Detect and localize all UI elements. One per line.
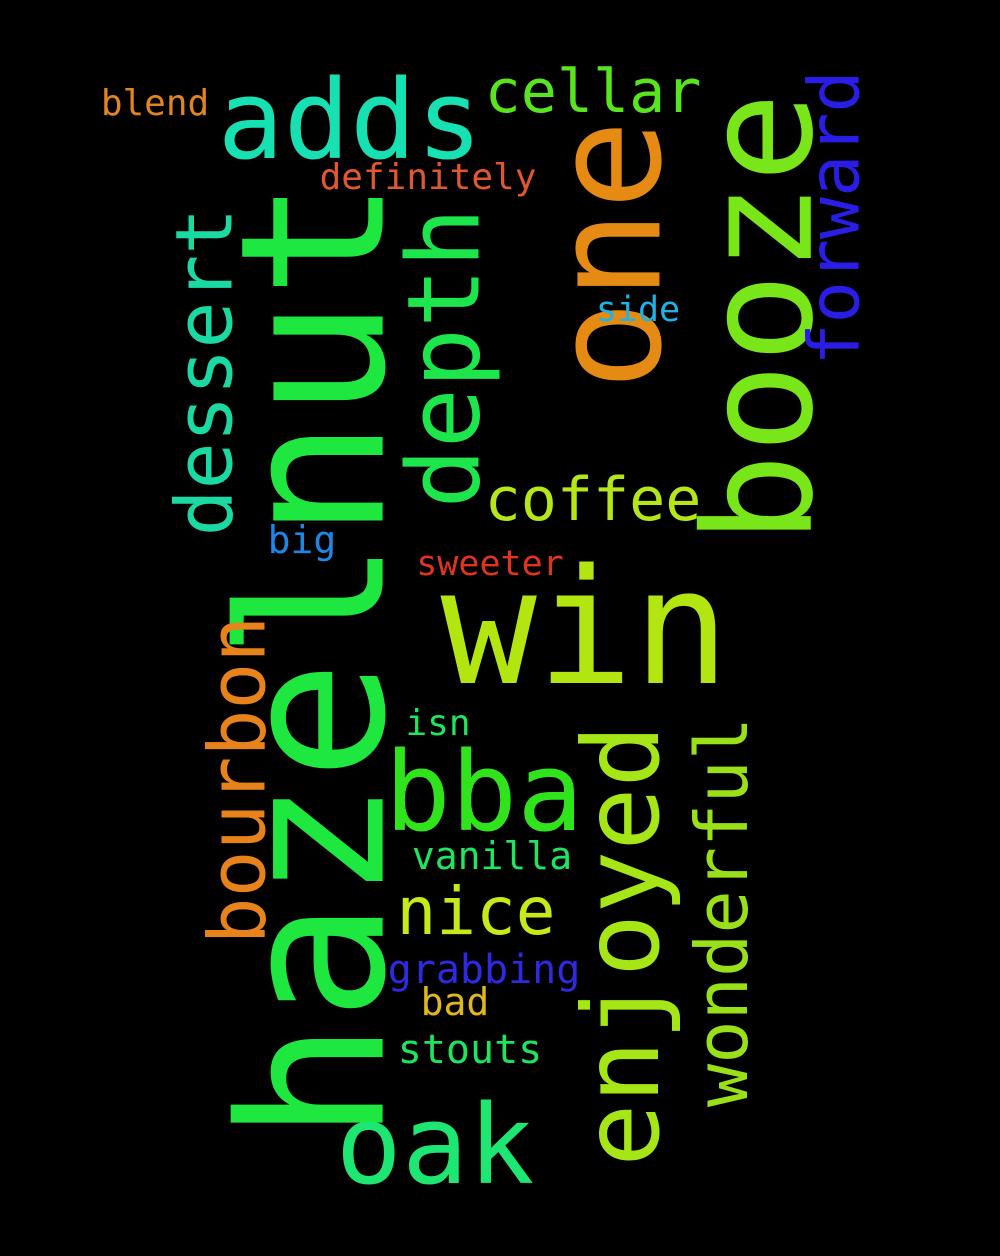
word-nice: nice (396, 873, 556, 950)
word-forward: forward (793, 70, 876, 366)
word-enjoyed: enjoyed (560, 723, 683, 1167)
word-definitely: definitely (319, 157, 537, 198)
word-cellar: cellar (484, 57, 702, 127)
word-adds: adds (217, 56, 483, 184)
word-coffee: coffee (484, 465, 702, 535)
word-vanilla: vanilla (411, 834, 573, 878)
word-win: win (440, 534, 730, 721)
word-sweeter: sweeter (416, 543, 564, 584)
word-big: big (267, 518, 337, 562)
word-depth: depth (386, 207, 503, 509)
word-stouts: stouts (397, 1027, 543, 1073)
word-wonderful: wonderful (679, 716, 764, 1108)
word-bourbon: bourbon (192, 615, 283, 945)
word-isn: isn (405, 703, 471, 744)
word-dessert: dessert (159, 207, 250, 537)
word-side: side (595, 289, 681, 330)
word-oak: oak (335, 1081, 535, 1209)
word-blend: blend (100, 83, 210, 124)
word-bba: bba (384, 728, 584, 856)
word-bad: bad (420, 980, 490, 1024)
word-one: one (521, 119, 695, 391)
word-grabbing: grabbing (387, 947, 581, 993)
